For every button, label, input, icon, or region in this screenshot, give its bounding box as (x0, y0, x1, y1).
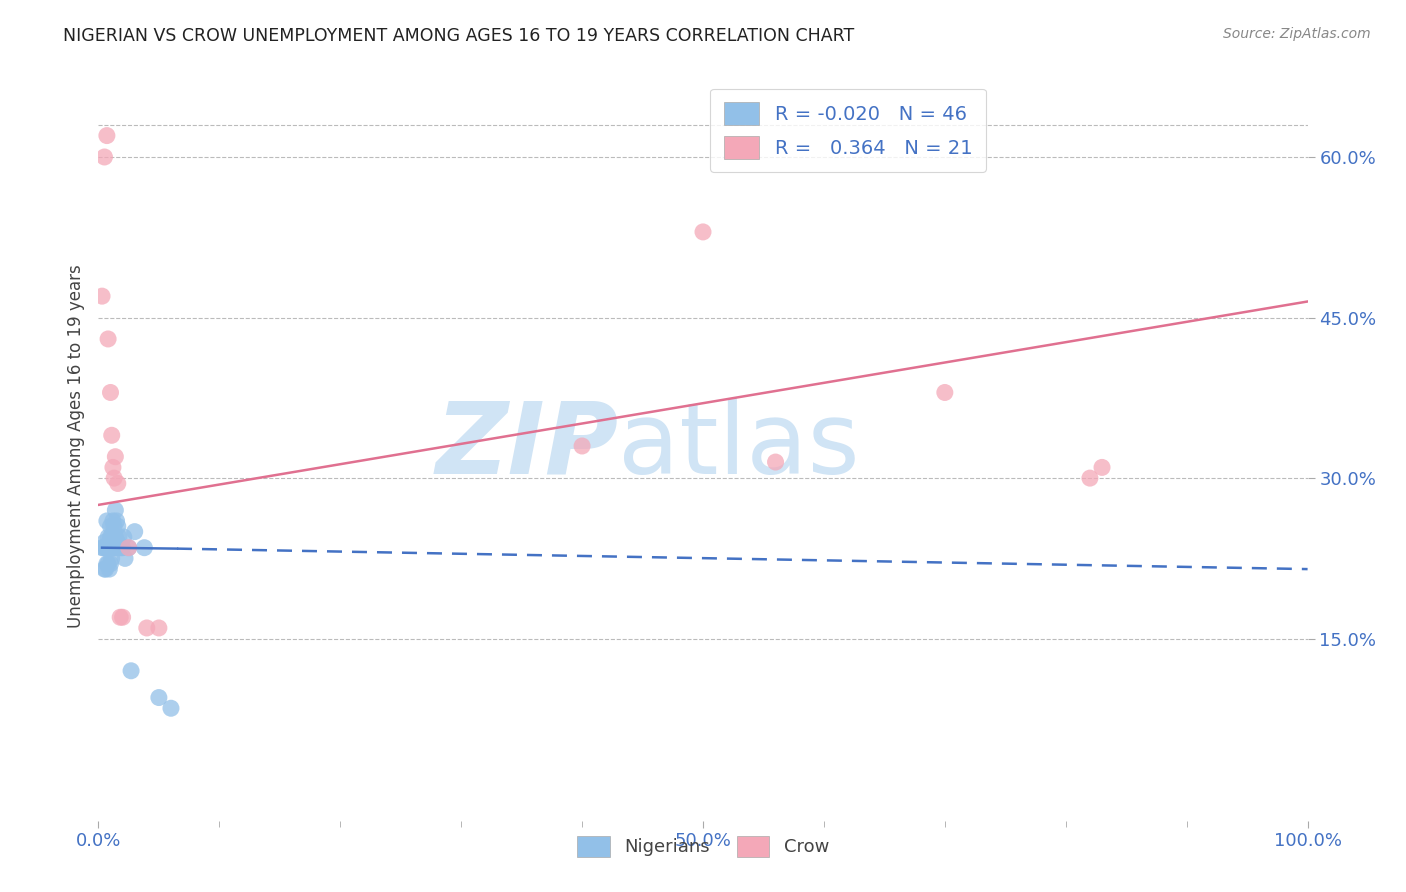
Point (105, 541, 128, 555)
Point (91, 289, 114, 303)
Point (98, 562, 121, 576)
Point (101, 514, 124, 528)
Point (96, 541, 118, 555)
Point (148, 690, 170, 705)
Point (105, 514, 128, 528)
Point (107, 535, 129, 549)
Point (103, 541, 125, 555)
Point (103, 471, 125, 485)
Point (104, 530, 127, 544)
Point (93, 150, 115, 164)
Point (91, 541, 114, 555)
Point (100, 541, 122, 555)
Point (103, 519, 125, 533)
Point (160, 701, 183, 715)
Point (96, 514, 118, 528)
Point (148, 621, 170, 635)
Point (93, 562, 115, 576)
Point (100, 557, 122, 571)
Point (101, 541, 124, 555)
Point (135, 621, 157, 635)
Point (97, 557, 120, 571)
Text: Source: ZipAtlas.com: Source: ZipAtlas.com (1223, 27, 1371, 41)
Point (1091, 460, 1114, 475)
Text: NIGERIAN VS CROW UNEMPLOYMENT AMONG AGES 16 TO 19 YEARS CORRELATION CHART: NIGERIAN VS CROW UNEMPLOYMENT AMONG AGES… (63, 27, 855, 45)
Point (112, 530, 135, 544)
Y-axis label: Unemployment Among Ages 16 to 19 years: Unemployment Among Ages 16 to 19 years (66, 264, 84, 628)
Point (91, 541, 114, 555)
Point (100, 530, 122, 544)
Point (111, 610, 134, 624)
Point (108, 541, 131, 555)
Point (111, 541, 134, 555)
Point (100, 541, 122, 555)
Point (107, 519, 129, 533)
Point (100, 551, 122, 566)
Point (100, 541, 122, 555)
Point (118, 541, 141, 555)
Point (97, 332, 120, 346)
Point (93, 535, 115, 549)
Point (134, 541, 156, 555)
Point (118, 541, 141, 555)
Point (104, 450, 127, 464)
Text: atlas: atlas (619, 398, 860, 494)
Point (114, 551, 136, 566)
Point (94, 562, 117, 576)
Point (101, 460, 124, 475)
Point (1078, 471, 1101, 485)
Point (765, 455, 787, 469)
Point (934, 385, 956, 400)
Point (120, 664, 142, 678)
Point (96, 557, 118, 571)
Point (97, 530, 120, 544)
Point (98, 541, 121, 555)
Point (100, 428, 122, 442)
Point (100, 385, 122, 400)
Text: ZIP: ZIP (436, 398, 619, 494)
Point (97, 541, 120, 555)
Point (100, 530, 122, 544)
Point (103, 530, 125, 544)
Legend: Nigerians, Crow: Nigerians, Crow (569, 829, 837, 864)
Point (110, 541, 132, 555)
Point (104, 503, 127, 517)
Point (100, 519, 122, 533)
Point (692, 225, 714, 239)
Point (124, 524, 146, 539)
Point (96, 128, 118, 143)
Point (94, 541, 117, 555)
Point (107, 476, 129, 491)
Point (571, 439, 593, 453)
Point (98, 535, 121, 549)
Point (108, 530, 131, 544)
Point (108, 610, 131, 624)
